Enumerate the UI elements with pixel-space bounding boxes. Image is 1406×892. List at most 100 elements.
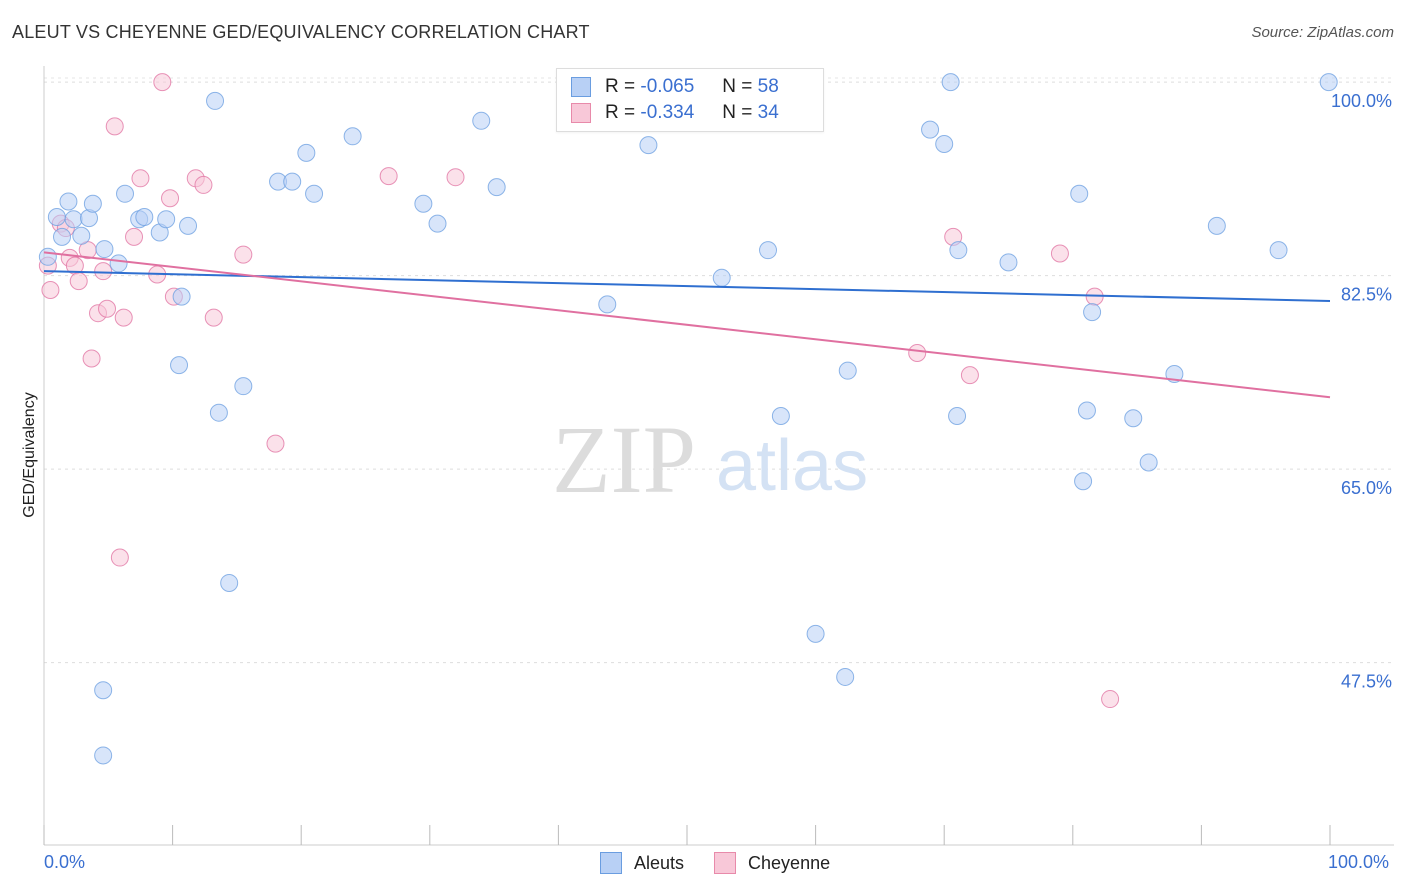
point-aleuts <box>1269 241 1288 260</box>
point-aleuts <box>206 91 225 110</box>
point-aleuts <box>1074 472 1093 491</box>
point-aleuts <box>921 120 940 139</box>
point-cheyenne <box>114 308 133 327</box>
trend-line-cheyenne <box>43 251 1331 399</box>
point-cheyenne <box>41 280 60 299</box>
watermark-zip: ZIP <box>552 406 696 513</box>
legend-label-cheyenne: Cheyenne <box>748 852 831 873</box>
legend-row-aleuts: R = -0.065 N = 58 <box>571 74 779 100</box>
point-cheyenne <box>446 168 465 187</box>
point-aleuts <box>1077 401 1096 420</box>
y-tick-label: 47.5% <box>1341 672 1392 692</box>
point-aleuts <box>283 172 302 191</box>
source-credit: Source: ZipAtlas.com <box>1251 24 1394 41</box>
point-cheyenne <box>234 245 253 264</box>
point-aleuts <box>116 184 135 203</box>
legend-row-cheyenne: R = -0.334 N = 34 <box>571 100 779 126</box>
point-aleuts <box>948 407 967 426</box>
legend-item-aleuts: Aleuts <box>600 852 684 874</box>
point-cheyenne <box>125 227 144 246</box>
legend-n-label: N = <box>722 102 753 123</box>
point-aleuts <box>771 407 790 426</box>
legend-r-label: R = <box>605 76 636 97</box>
point-aleuts <box>95 240 114 259</box>
point-aleuts <box>109 254 128 273</box>
point-cheyenne <box>82 349 101 368</box>
point-aleuts <box>472 111 491 130</box>
point-aleuts <box>1319 73 1338 92</box>
point-aleuts <box>414 194 433 213</box>
point-aleuts <box>941 73 960 92</box>
legend-n-label: N = <box>722 76 753 97</box>
x-tick-label-min: 0.0% <box>44 852 86 872</box>
point-aleuts <box>220 573 239 592</box>
point-cheyenne <box>204 308 223 327</box>
point-aleuts <box>639 136 658 155</box>
point-cheyenne <box>1101 690 1120 709</box>
point-cheyenne <box>1050 244 1069 263</box>
point-aleuts <box>135 208 154 226</box>
point-cheyenne <box>960 366 979 385</box>
point-aleuts <box>72 226 91 245</box>
point-aleuts <box>53 227 72 246</box>
series-legend: Aleuts Cheyenne <box>600 852 860 874</box>
legend-swatch-cheyenne <box>571 103 591 123</box>
stats-legend: R = -0.065 N = 58 R = -0.334 N = 34 <box>556 68 824 132</box>
point-cheyenne <box>194 175 213 194</box>
point-aleuts <box>94 746 113 765</box>
legend-swatch-aleuts <box>571 77 591 97</box>
point-aleuts <box>935 135 954 154</box>
legend-r-label: R = <box>605 102 636 123</box>
point-cheyenne <box>94 262 113 281</box>
point-aleuts <box>64 210 83 229</box>
point-aleuts <box>83 194 102 213</box>
point-aleuts <box>949 241 968 260</box>
y-tick-label: 100.0% <box>1331 91 1392 111</box>
point-aleuts <box>806 624 825 643</box>
point-aleuts <box>1124 409 1143 428</box>
axes <box>43 66 1394 846</box>
y-tick-label: 82.5% <box>1341 285 1392 305</box>
legend-item-cheyenne: Cheyenne <box>714 852 830 874</box>
watermark-atlas: atlas <box>716 426 868 506</box>
trend-lines <box>43 251 1331 399</box>
legend-n-value: 58 <box>757 76 779 97</box>
point-aleuts <box>343 127 362 146</box>
point-aleuts <box>305 184 324 203</box>
point-aleuts <box>59 192 78 211</box>
legend-label-aleuts: Aleuts <box>634 852 685 873</box>
point-aleuts <box>428 214 447 233</box>
point-cheyenne <box>98 299 117 318</box>
point-cheyenne <box>379 167 398 186</box>
point-aleuts <box>297 143 316 162</box>
point-aleuts <box>47 208 66 226</box>
gridlines <box>44 77 1394 664</box>
legend-r-value: -0.334 <box>640 102 695 123</box>
point-aleuts <box>759 241 778 260</box>
point-aleuts <box>179 216 198 235</box>
data-points <box>38 73 1338 765</box>
point-aleuts <box>38 247 57 266</box>
legend-swatch-cheyenne <box>714 852 737 874</box>
watermark: ZIP atlas <box>552 406 868 513</box>
point-aleuts <box>836 667 855 686</box>
point-aleuts <box>209 403 228 422</box>
point-aleuts <box>157 210 176 229</box>
legend-swatch-aleuts <box>600 852 622 874</box>
point-cheyenne <box>161 189 180 208</box>
point-aleuts <box>1139 453 1158 472</box>
point-cheyenne <box>105 117 124 136</box>
point-aleuts <box>1070 184 1089 203</box>
y-tick-label: 65.0% <box>1341 478 1392 498</box>
point-aleuts <box>487 178 506 197</box>
point-cheyenne <box>908 343 927 362</box>
point-cheyenne <box>131 169 150 188</box>
x-tick-label-max: 100.0% <box>1328 852 1390 872</box>
point-aleuts <box>234 377 253 396</box>
point-aleuts <box>712 268 731 287</box>
legend-r-value: -0.065 <box>640 76 695 97</box>
legend-n-value: 34 <box>757 102 779 123</box>
point-cheyenne <box>266 434 285 453</box>
y-tick-labels: 47.5% 65.0% 82.5% 100.0% <box>1331 91 1392 691</box>
